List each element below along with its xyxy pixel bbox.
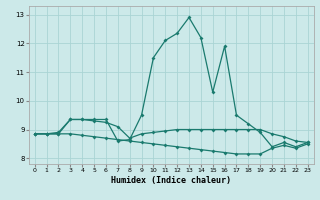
X-axis label: Humidex (Indice chaleur): Humidex (Indice chaleur) <box>111 176 231 185</box>
